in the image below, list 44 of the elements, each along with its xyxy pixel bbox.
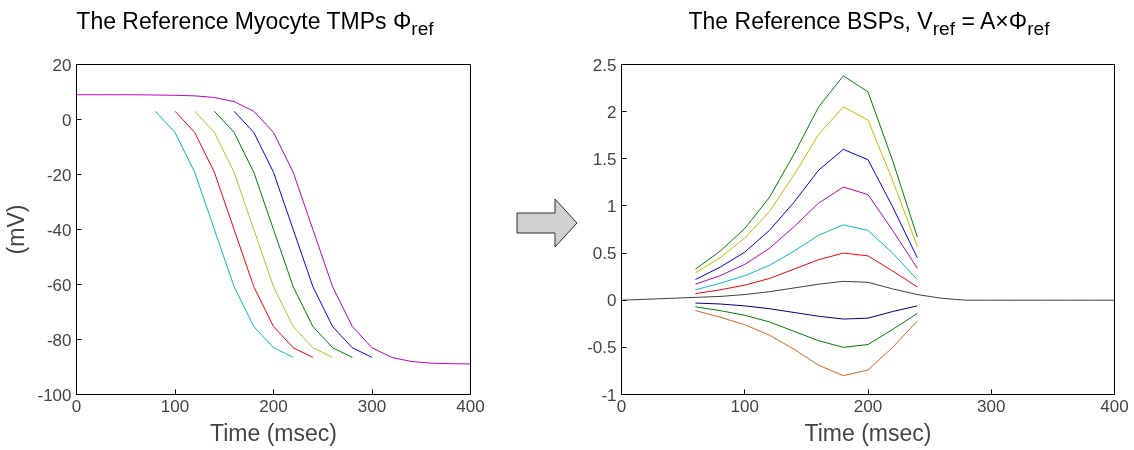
line-series [154,110,294,358]
x-tick-label: 100 [730,396,759,416]
chart-title: The Reference BSPs, V$_{ref}$ = A×Φ$_{ref}$ [687,7,1051,41]
line-series [174,110,314,358]
y-tick-label: 0 [607,291,617,311]
x-axis-title: Time (msec) [804,419,932,446]
x-tick-label: 200 [259,396,288,416]
y-tick-label: -100 [37,385,72,405]
y-tick-label: 1 [607,196,617,216]
y-axis-title: (mV) [3,204,30,255]
line-series [694,148,918,280]
x-tick-label: 400 [456,396,485,416]
y-tick-label: -80 [46,330,72,350]
line-series [213,110,353,358]
y-tick-label: 0 [62,110,72,130]
line-series [694,306,918,348]
line-series [694,310,918,377]
y-tick-label: 0.5 [592,244,617,264]
y-tick-label: 20 [52,55,72,75]
x-tick-label: 300 [977,396,1006,416]
x-tick-label: 300 [357,396,387,416]
y-tick-label: 1.5 [592,149,617,169]
line-series [694,186,918,285]
x-tick-label: 100 [160,396,190,416]
line-series [621,280,1115,301]
line-series [76,94,471,365]
line-series [694,224,918,291]
y-tick-label: -20 [46,165,72,185]
line-series [194,110,334,358]
x-tick-label: 400 [1100,396,1129,416]
y-tick-label: -60 [46,275,72,295]
y-tick-label: -40 [46,220,72,240]
y-tick-label: 2 [607,102,617,122]
line-series [233,110,373,358]
y-tick-label: -0.5 [587,338,617,358]
line-series [694,302,918,320]
line-series [694,106,918,274]
y-tick-label: -1 [601,385,617,405]
chart-title: The Reference Myocyte TMPs Φ$_{ref}$ [75,7,435,41]
line-series [694,75,918,270]
x-tick-label: 200 [853,396,883,416]
x-axis-title: Time (msec) [210,419,337,446]
y-tick-label: 2.5 [592,55,617,75]
line-series [694,252,918,295]
